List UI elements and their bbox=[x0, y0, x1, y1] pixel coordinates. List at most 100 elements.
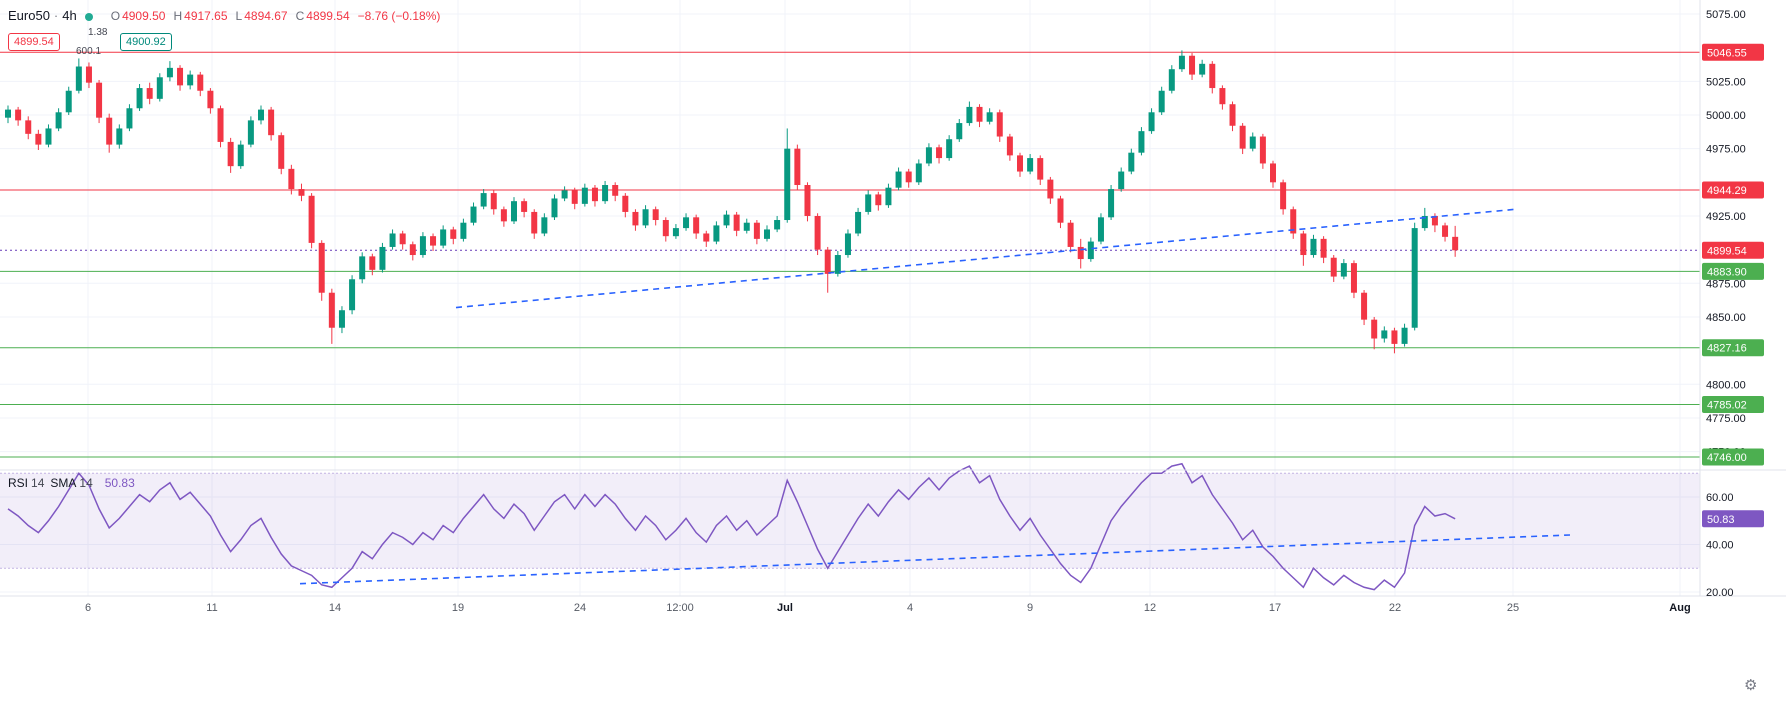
time-tick-label[interactable]: Jul bbox=[777, 602, 793, 614]
candle bbox=[1442, 222, 1449, 242]
candle bbox=[713, 221, 720, 245]
time-tick-label[interactable]: 25 bbox=[1507, 602, 1519, 614]
candle bbox=[1381, 326, 1388, 343]
candle bbox=[35, 129, 42, 150]
rsi-line bbox=[7, 462, 1456, 591]
candle bbox=[925, 143, 932, 167]
price-tick-label[interactable]: 5075.00 bbox=[1706, 9, 1746, 21]
candle bbox=[490, 190, 497, 215]
candle bbox=[602, 180, 609, 204]
candle bbox=[480, 189, 487, 210]
candle bbox=[804, 182, 811, 222]
low-value: 4894.67 bbox=[244, 9, 288, 23]
svg-text:5046.55: 5046.55 bbox=[1707, 47, 1747, 59]
rsi-band bbox=[0, 473, 1700, 569]
price-axis-badge: 5046.55 bbox=[1702, 43, 1764, 61]
candle bbox=[430, 233, 437, 251]
time-tick-label[interactable]: Aug bbox=[1669, 602, 1690, 614]
candle bbox=[1259, 133, 1266, 169]
candle bbox=[1452, 225, 1459, 257]
candle bbox=[1097, 213, 1104, 245]
candle bbox=[723, 210, 730, 229]
rsi-title: RSI bbox=[8, 476, 29, 490]
rsi-value: 50.83 bbox=[104, 476, 135, 490]
time-tick-label[interactable]: 12:00 bbox=[666, 602, 694, 614]
candle bbox=[45, 124, 52, 148]
candle bbox=[65, 86, 72, 115]
indicator-value-1: 1.38 bbox=[88, 27, 108, 38]
rsi-sma-label: SMA bbox=[50, 476, 77, 490]
settings-gear-icon[interactable]: ⚙ bbox=[1744, 677, 1758, 694]
legend-separator: · bbox=[53, 8, 59, 23]
close-value: 4899.54 bbox=[306, 9, 350, 23]
candle bbox=[318, 240, 325, 301]
time-tick-label[interactable]: 12 bbox=[1144, 602, 1156, 614]
indicator-price-badge[interactable]: 4900.92 bbox=[120, 33, 172, 51]
candle bbox=[1067, 220, 1074, 253]
price-axis-badge: 4785.02 bbox=[1702, 395, 1764, 413]
price-level-badge[interactable]: 4899.54 bbox=[8, 33, 60, 51]
candle bbox=[885, 183, 892, 208]
rsi-tick-label[interactable]: 40.00 bbox=[1706, 540, 1734, 552]
price-tick-label[interactable]: 4800.00 bbox=[1706, 379, 1746, 391]
symbol-legend: Euro50 · 4h O 4909.50 H 4917.65 L 4894.67 C 4899.5… bbox=[8, 8, 440, 23]
time-tick-label[interactable]: 14 bbox=[329, 602, 341, 614]
candle bbox=[55, 108, 62, 132]
candle bbox=[794, 144, 801, 191]
price-tick-label[interactable]: 4975.00 bbox=[1706, 144, 1746, 156]
candle bbox=[1199, 59, 1206, 78]
candle bbox=[1037, 155, 1044, 186]
rsi-axis-badge: 50.83 bbox=[1702, 510, 1764, 528]
candle bbox=[197, 71, 204, 97]
rsi-tick-label[interactable]: 60.00 bbox=[1706, 492, 1734, 504]
candle bbox=[865, 190, 872, 215]
candle bbox=[15, 106, 22, 126]
svg-text:4827.16: 4827.16 bbox=[1707, 343, 1747, 355]
time-tick-label[interactable]: 22 bbox=[1389, 602, 1401, 614]
price-tick-label[interactable]: 5025.00 bbox=[1706, 76, 1746, 88]
candle bbox=[591, 185, 598, 207]
time-tick-label[interactable]: 19 bbox=[452, 602, 464, 614]
candle bbox=[349, 275, 356, 315]
candle bbox=[25, 116, 32, 140]
candle bbox=[936, 144, 943, 164]
price-tick-label[interactable]: 5000.00 bbox=[1706, 110, 1746, 122]
candle bbox=[338, 306, 345, 334]
time-tick-label[interactable]: 17 bbox=[1269, 602, 1281, 614]
time-tick-label[interactable]: 4 bbox=[907, 602, 913, 614]
price-tick-label[interactable]: 4925.00 bbox=[1706, 211, 1746, 223]
svg-text:4785.02: 4785.02 bbox=[1707, 399, 1747, 411]
interval-label[interactable]: 4h bbox=[62, 8, 77, 23]
candle bbox=[683, 213, 690, 231]
candle bbox=[217, 105, 224, 148]
candle bbox=[672, 224, 679, 239]
candle bbox=[541, 213, 548, 237]
time-tick-label[interactable]: 9 bbox=[1027, 602, 1033, 614]
candle bbox=[1290, 206, 1297, 239]
price-tick-label[interactable]: 4875.00 bbox=[1706, 278, 1746, 290]
rsi-trendline[interactable] bbox=[299, 534, 1571, 585]
rsi-tick-label[interactable]: 20.00 bbox=[1706, 587, 1734, 599]
candle bbox=[258, 105, 264, 125]
candle bbox=[662, 217, 669, 242]
candle bbox=[875, 191, 882, 211]
time-tick-label[interactable]: 6 bbox=[85, 602, 91, 614]
symbol-name[interactable]: Euro50 bbox=[8, 8, 50, 23]
candle bbox=[116, 124, 123, 149]
rsi-legend[interactable]: RSI 14 SMA 14 50.83 bbox=[8, 476, 135, 490]
candle bbox=[966, 101, 973, 126]
time-tick-label[interactable]: 24 bbox=[574, 602, 586, 614]
price-axis-badge: 4746.00 bbox=[1702, 448, 1764, 466]
candle bbox=[166, 61, 173, 82]
candle bbox=[1108, 185, 1115, 221]
candle bbox=[1047, 176, 1054, 204]
trendline[interactable] bbox=[455, 208, 1517, 309]
candle bbox=[369, 253, 376, 276]
open-value: 4909.50 bbox=[122, 9, 166, 23]
time-tick-label[interactable]: 11 bbox=[206, 602, 217, 614]
price-axis-badge: 4899.54 bbox=[1702, 241, 1764, 259]
low-label: L bbox=[235, 9, 243, 23]
price-tick-label[interactable]: 4850.00 bbox=[1706, 312, 1746, 324]
price-tick-label[interactable]: 4775.00 bbox=[1706, 413, 1746, 425]
